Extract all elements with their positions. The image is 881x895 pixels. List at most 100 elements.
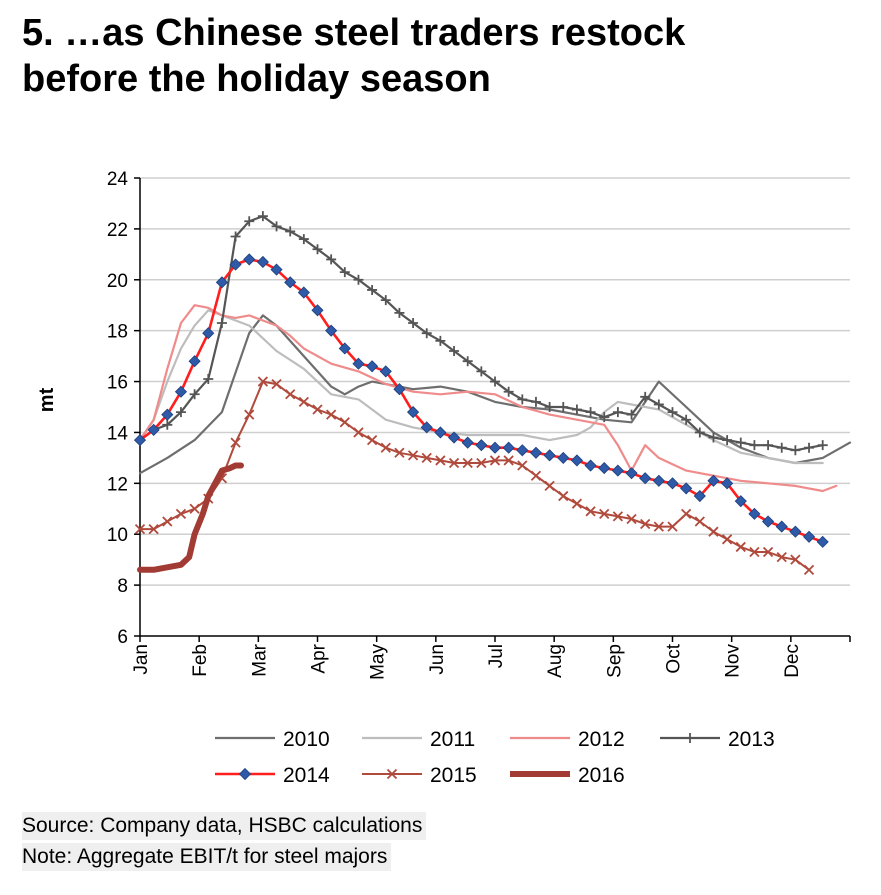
x-tick-label: Nov <box>723 644 744 678</box>
data-point <box>667 407 678 418</box>
data-point <box>353 274 364 285</box>
x-tick-labels: Jan Feb Mar Apr May Jun Jul Aug Sep Oct Nov Dec <box>131 643 803 680</box>
x-tick-label: Oct <box>664 643 685 673</box>
legend-item-2014: 2014 <box>215 764 330 787</box>
data-point <box>585 407 596 418</box>
data-point <box>570 454 583 467</box>
x-tick-label: Feb <box>190 644 211 677</box>
data-point <box>516 444 529 457</box>
x-tick-label: Sep <box>604 644 625 678</box>
data-point <box>543 449 556 462</box>
y-tick-label: 12 <box>107 474 128 495</box>
data-point <box>162 516 173 527</box>
data-point <box>285 226 296 237</box>
legend-label: 2012 <box>578 728 625 751</box>
data-point <box>367 284 378 295</box>
data-point <box>257 211 268 222</box>
data-point <box>189 389 200 400</box>
data-point <box>462 356 473 367</box>
data-point <box>243 253 256 266</box>
data-point <box>175 407 186 418</box>
data-point <box>488 441 502 454</box>
data-point <box>817 440 828 451</box>
data-point <box>790 554 801 565</box>
legend-label: 2015 <box>430 764 477 787</box>
data-point <box>612 511 624 522</box>
data-point <box>475 439 488 452</box>
y-tick-label: 20 <box>107 271 128 292</box>
data-point <box>599 412 610 423</box>
data-point <box>476 457 487 469</box>
data-point <box>529 446 543 459</box>
data-point <box>297 286 310 299</box>
axes <box>134 177 851 642</box>
data-point <box>257 376 269 387</box>
data-point <box>420 421 433 434</box>
data-point <box>175 508 187 520</box>
y-tick-label: 10 <box>107 525 128 546</box>
line-chart: 6 8 10 12 14 16 18 20 22 24 Jan Feb Mar Apr May Jun Jul… <box>36 169 852 787</box>
data-point <box>558 402 569 412</box>
data-point <box>503 455 514 466</box>
data-point <box>216 318 227 329</box>
data-point <box>338 342 351 355</box>
data-point <box>721 477 734 490</box>
data-point <box>749 546 760 558</box>
data-point <box>229 258 242 271</box>
data-point <box>421 452 432 464</box>
data-point <box>776 442 787 453</box>
data-point <box>188 355 201 368</box>
legend-label: 2016 <box>578 764 625 787</box>
data-point <box>298 234 309 245</box>
data-point <box>652 474 665 487</box>
data-point <box>148 523 159 535</box>
series-2016 <box>137 462 244 573</box>
y-tick-label: 22 <box>107 220 128 241</box>
data-point <box>408 318 419 329</box>
data-point <box>366 434 378 446</box>
data-point <box>312 404 323 415</box>
series-2012 <box>138 304 838 493</box>
data-point <box>407 406 420 419</box>
x-tick-label: May <box>368 644 389 680</box>
data-point <box>611 464 624 477</box>
data-point <box>517 460 528 471</box>
data-point <box>681 414 692 425</box>
data-point <box>244 409 255 420</box>
data-point <box>285 389 296 400</box>
legend-label: 2013 <box>728 728 775 751</box>
data-point <box>653 399 664 410</box>
data-point <box>386 768 398 780</box>
x-tick-label: Apr <box>309 643 330 673</box>
series-2015 <box>134 376 815 575</box>
data-point <box>694 516 705 527</box>
data-point <box>244 216 255 227</box>
data-point <box>189 503 200 514</box>
chart-title-line-1: 5. …as Chinese steel traders restock <box>22 12 686 54</box>
data-point <box>626 409 637 420</box>
data-point <box>803 564 815 575</box>
data-point <box>271 221 282 232</box>
data-point <box>776 551 787 563</box>
data-point <box>681 508 692 520</box>
data-point <box>722 435 733 446</box>
x-tick-label: Dec <box>782 644 803 678</box>
data-point <box>585 506 596 517</box>
data-point <box>133 434 147 447</box>
data-point <box>312 244 323 255</box>
data-point <box>448 457 460 469</box>
series-2014 <box>133 253 829 548</box>
data-point <box>584 459 597 472</box>
data-point <box>394 307 405 318</box>
data-point <box>640 391 651 402</box>
data-point <box>174 385 188 398</box>
x-tick-label: Jun <box>427 644 448 675</box>
data-point <box>352 357 365 370</box>
data-point <box>502 441 515 454</box>
data-point <box>693 489 706 503</box>
data-point <box>734 495 747 508</box>
data-point <box>708 526 719 537</box>
legend-item-2011: 2011 <box>362 728 475 751</box>
y-tick-label: 8 <box>117 576 128 597</box>
data-point <box>640 518 651 530</box>
